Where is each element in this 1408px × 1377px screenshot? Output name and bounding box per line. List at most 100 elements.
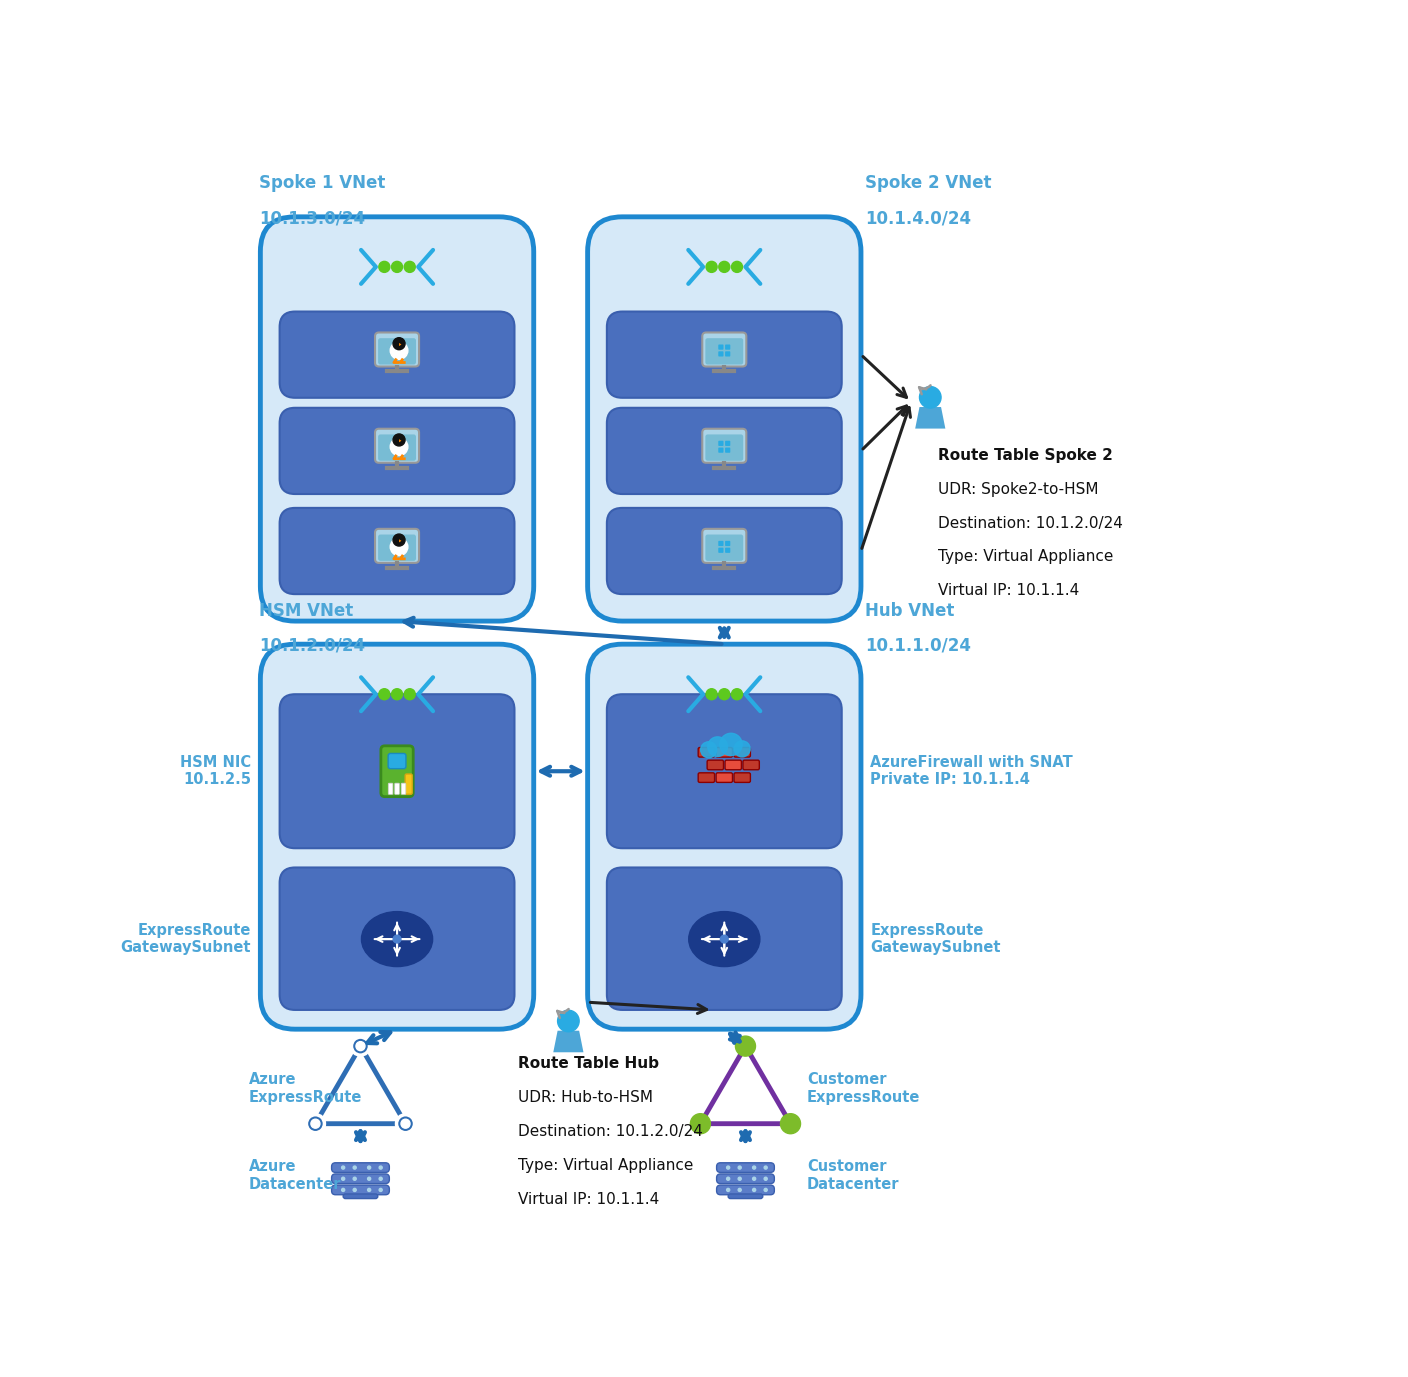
FancyBboxPatch shape xyxy=(401,784,406,795)
Circle shape xyxy=(765,1188,767,1191)
FancyBboxPatch shape xyxy=(707,760,724,770)
Circle shape xyxy=(311,1120,320,1128)
Circle shape xyxy=(738,1188,741,1191)
Circle shape xyxy=(401,1120,410,1128)
FancyBboxPatch shape xyxy=(705,434,743,461)
FancyBboxPatch shape xyxy=(725,344,731,350)
Circle shape xyxy=(735,1036,756,1056)
Circle shape xyxy=(393,935,401,943)
FancyBboxPatch shape xyxy=(280,508,514,593)
FancyBboxPatch shape xyxy=(332,1175,390,1184)
Text: Route Table Spoke 2: Route Table Spoke 2 xyxy=(938,448,1112,463)
Ellipse shape xyxy=(689,912,760,967)
Text: Type: Virtual Appliance: Type: Virtual Appliance xyxy=(938,549,1114,565)
FancyBboxPatch shape xyxy=(725,548,731,552)
Circle shape xyxy=(379,688,390,700)
Circle shape xyxy=(379,1166,382,1169)
Circle shape xyxy=(342,1177,345,1180)
Circle shape xyxy=(727,1177,729,1180)
Text: 10.1.3.0/24: 10.1.3.0/24 xyxy=(259,209,365,227)
FancyBboxPatch shape xyxy=(280,694,514,848)
Circle shape xyxy=(391,688,403,700)
Text: 10.1.4.0/24: 10.1.4.0/24 xyxy=(865,209,972,227)
FancyBboxPatch shape xyxy=(375,332,420,366)
Circle shape xyxy=(705,262,717,273)
Circle shape xyxy=(393,434,406,446)
FancyBboxPatch shape xyxy=(705,339,743,365)
Circle shape xyxy=(738,1177,741,1180)
FancyBboxPatch shape xyxy=(379,434,415,461)
Text: AzureFirewall with SNAT
Private IP: 10.1.1.4: AzureFirewall with SNAT Private IP: 10.1… xyxy=(870,755,1073,788)
Circle shape xyxy=(727,1188,729,1191)
Circle shape xyxy=(367,1177,370,1180)
FancyBboxPatch shape xyxy=(734,772,750,782)
Text: Destination: 10.1.2.0/24: Destination: 10.1.2.0/24 xyxy=(938,515,1122,530)
Circle shape xyxy=(765,1177,767,1180)
Text: 10.1.2.0/24: 10.1.2.0/24 xyxy=(259,636,365,654)
FancyBboxPatch shape xyxy=(260,216,534,621)
FancyBboxPatch shape xyxy=(382,746,413,797)
Circle shape xyxy=(379,262,390,273)
FancyBboxPatch shape xyxy=(332,1186,390,1195)
FancyBboxPatch shape xyxy=(725,448,731,453)
Circle shape xyxy=(367,1166,370,1169)
Text: Spoke 2 VNet: Spoke 2 VNet xyxy=(865,175,991,193)
Text: Azure
Datacenter: Azure Datacenter xyxy=(249,1159,341,1191)
Circle shape xyxy=(719,262,729,273)
Circle shape xyxy=(558,1011,579,1031)
Circle shape xyxy=(352,1037,369,1055)
Polygon shape xyxy=(915,408,945,428)
Text: Customer
Datacenter: Customer Datacenter xyxy=(807,1159,900,1191)
FancyBboxPatch shape xyxy=(260,644,534,1029)
FancyBboxPatch shape xyxy=(607,868,842,1009)
Circle shape xyxy=(342,1188,345,1191)
FancyBboxPatch shape xyxy=(725,351,731,357)
Circle shape xyxy=(753,1177,756,1180)
Circle shape xyxy=(727,1166,729,1169)
FancyBboxPatch shape xyxy=(703,428,746,463)
FancyBboxPatch shape xyxy=(734,748,750,757)
Circle shape xyxy=(393,337,406,350)
Circle shape xyxy=(342,1166,345,1169)
FancyBboxPatch shape xyxy=(607,311,842,398)
Text: 10.1.1.0/24: 10.1.1.0/24 xyxy=(865,636,972,654)
Text: Virtual IP: 10.1.1.4: Virtual IP: 10.1.1.4 xyxy=(518,1191,659,1206)
Circle shape xyxy=(753,1188,756,1191)
FancyBboxPatch shape xyxy=(718,441,724,446)
Text: ExpressRoute
GatewaySubnet: ExpressRoute GatewaySubnet xyxy=(870,923,1001,956)
FancyBboxPatch shape xyxy=(375,529,420,563)
Circle shape xyxy=(719,734,742,756)
FancyBboxPatch shape xyxy=(587,216,860,621)
FancyBboxPatch shape xyxy=(717,748,732,757)
Circle shape xyxy=(732,262,742,273)
Text: ExpressRoute
GatewaySubnet: ExpressRoute GatewaySubnet xyxy=(121,923,251,956)
Text: Hub VNet: Hub VNet xyxy=(865,602,955,620)
Text: Customer
ExpressRoute: Customer ExpressRoute xyxy=(807,1073,921,1104)
Circle shape xyxy=(765,1166,767,1169)
Polygon shape xyxy=(553,1031,583,1052)
FancyBboxPatch shape xyxy=(389,753,406,768)
Polygon shape xyxy=(398,439,401,442)
Circle shape xyxy=(721,935,728,943)
FancyBboxPatch shape xyxy=(717,1186,774,1195)
Circle shape xyxy=(307,1115,324,1133)
Circle shape xyxy=(356,1041,365,1051)
FancyBboxPatch shape xyxy=(607,694,842,848)
FancyBboxPatch shape xyxy=(718,548,724,552)
Circle shape xyxy=(390,341,408,359)
Circle shape xyxy=(390,438,408,456)
FancyBboxPatch shape xyxy=(718,344,724,350)
Text: Destination: 10.1.2.0/24: Destination: 10.1.2.0/24 xyxy=(518,1124,703,1139)
Circle shape xyxy=(734,741,750,757)
FancyBboxPatch shape xyxy=(587,644,860,1029)
Circle shape xyxy=(390,538,408,556)
FancyBboxPatch shape xyxy=(698,748,715,757)
Circle shape xyxy=(404,688,415,700)
FancyBboxPatch shape xyxy=(703,529,746,563)
Circle shape xyxy=(708,737,728,756)
FancyBboxPatch shape xyxy=(607,408,842,494)
Circle shape xyxy=(738,1166,741,1169)
Text: UDR: Spoke2-to-HSM: UDR: Spoke2-to-HSM xyxy=(938,482,1098,497)
Circle shape xyxy=(404,262,415,273)
FancyBboxPatch shape xyxy=(280,408,514,494)
